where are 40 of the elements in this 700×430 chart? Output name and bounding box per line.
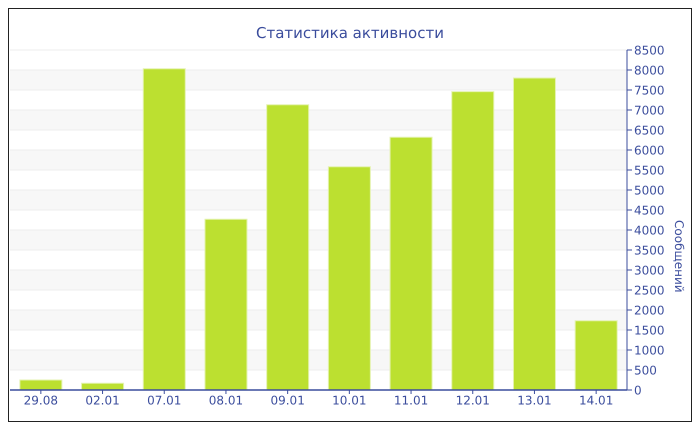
y-tick-label: 2500 (634, 283, 665, 298)
x-tick-label: 09.01 (270, 394, 305, 408)
y-tick-label: 7000 (634, 103, 665, 118)
x-tick-label: 11.01 (394, 394, 428, 408)
y-tick-label: 3500 (634, 243, 665, 258)
y-tick-label: 8000 (634, 63, 665, 78)
x-tick-label: 08.01 (208, 394, 244, 408)
bar (451, 91, 494, 390)
bar (142, 68, 186, 390)
bar (574, 320, 618, 390)
x-tick-label: 07.01 (147, 394, 182, 408)
bar (19, 380, 62, 390)
chart-title: Статистика активности (255, 24, 445, 42)
x-tick-label: 29.08 (24, 394, 58, 408)
bar (390, 136, 433, 390)
x-tick-label: 14.01 (578, 394, 614, 408)
y-tick-label: 7500 (634, 83, 665, 98)
x-tick-label: 12.01 (456, 394, 490, 408)
y-tick-label: 1000 (634, 343, 665, 358)
y-tick-label: 2000 (634, 303, 665, 318)
bar (204, 218, 248, 390)
bar (81, 382, 124, 390)
y-tick-label: 500 (634, 363, 657, 378)
y-tick-label: 6000 (634, 143, 665, 158)
bar (328, 166, 371, 390)
y-tick-label: 0 (634, 383, 642, 398)
y-tick-label: 4000 (634, 223, 665, 238)
x-tick-label: 13.01 (517, 394, 552, 408)
y-tick-label: 3000 (634, 263, 665, 278)
y-tick-label: 5000 (634, 183, 665, 198)
y-tick-label: 8500 (634, 43, 665, 58)
y-tick-label: 1500 (634, 323, 665, 338)
x-tick-label: 02.01 (85, 394, 120, 408)
y-tick-label: 6500 (634, 123, 665, 138)
y-axis-title: Сообщений (672, 220, 686, 293)
y-tick-label: 4500 (634, 203, 665, 218)
x-tick-label: 10.01 (332, 394, 367, 408)
y-tick-label: 5500 (634, 163, 665, 178)
bar (512, 78, 556, 390)
bar (266, 104, 310, 390)
